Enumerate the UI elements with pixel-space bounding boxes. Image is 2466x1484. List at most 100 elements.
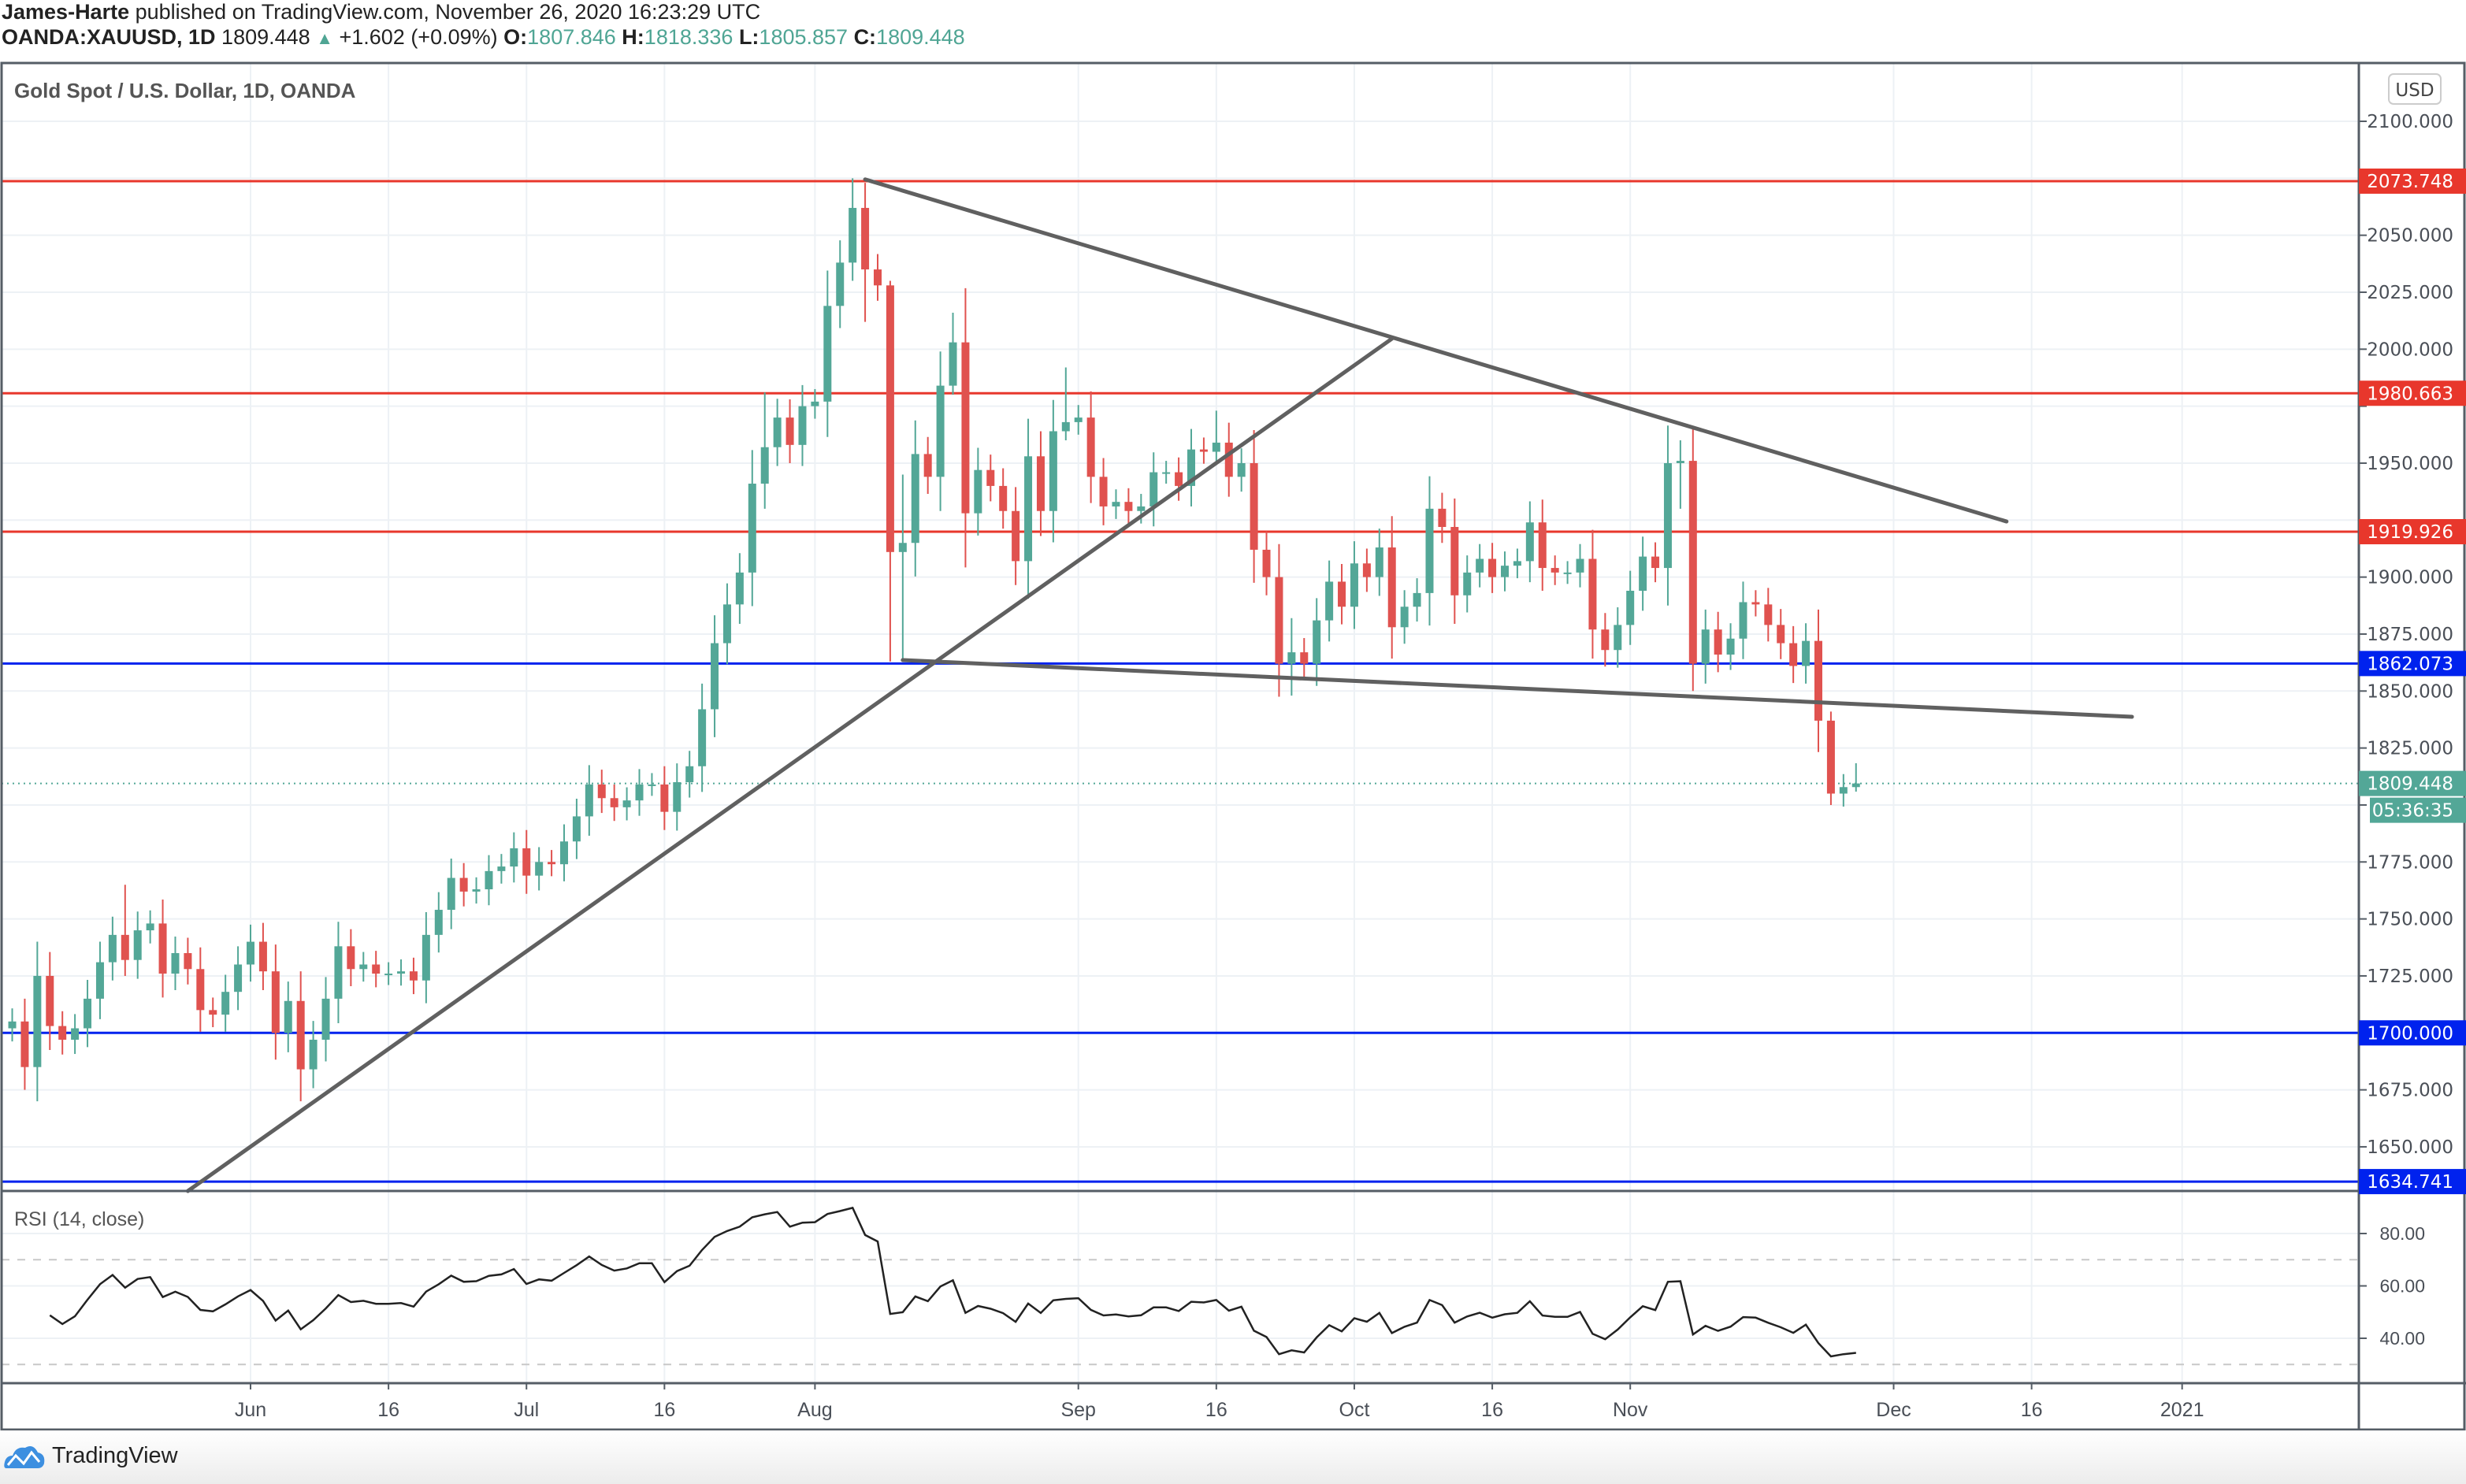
candle-up (836, 262, 845, 306)
candle-down (1012, 510, 1020, 562)
candle-down (1250, 462, 1258, 550)
candle-up (472, 889, 481, 892)
candle-up (1726, 638, 1735, 655)
candle-up (234, 964, 243, 992)
candle-up (936, 385, 945, 477)
candle-down (1438, 508, 1447, 527)
candle-down (58, 1026, 67, 1040)
trend-lines[interactable] (185, 177, 2134, 1193)
open-label: O: (503, 25, 528, 49)
price-tick-label: 2100.000 (2367, 112, 2453, 132)
time-tick-label: Nov (1613, 1399, 1648, 1421)
price-tick-label: 1825.000 (2367, 739, 2453, 759)
candle-up (33, 975, 42, 1067)
candle-down (1362, 563, 1371, 577)
candle-down (1450, 526, 1459, 595)
time-tick-label: 16 (1481, 1399, 1503, 1421)
candle-up (760, 447, 769, 484)
candle-down (923, 454, 932, 477)
tradingview-logo[interactable]: TradingView (3, 1441, 178, 1470)
candle-up (1162, 472, 1171, 474)
candle-down (1538, 522, 1547, 569)
candle-down (20, 1021, 29, 1067)
candle-up (1614, 625, 1622, 651)
time-tick-label: 16 (2021, 1399, 2043, 1421)
candle-up (434, 910, 443, 935)
candle-up (384, 974, 393, 976)
candle-down (1488, 558, 1497, 577)
candle-down (986, 469, 995, 486)
candle-up (95, 962, 104, 999)
candle-down (1099, 477, 1108, 506)
candle-down (1224, 442, 1233, 477)
candle-up (811, 401, 819, 406)
rsi-tick-label: 80.00 (2379, 1223, 2425, 1244)
rsi-tick-label: 40.00 (2379, 1328, 2425, 1349)
candle-up (1851, 783, 1860, 788)
candle-down (347, 946, 355, 970)
candle-up (1563, 572, 1572, 574)
price-chart[interactable]: 2100.000 2050.000 2025.000 2000.000 1950.000… (0, 0, 2466, 1430)
candle-up (221, 992, 230, 1015)
published-text: published on TradingView.com, November 2… (135, 0, 761, 24)
price-line-label-bg (2359, 168, 2466, 194)
candle-up (648, 784, 656, 786)
price-line-label: 1862.073 (2367, 654, 2453, 674)
time-tick-label: 2021 (2160, 1399, 2204, 1421)
candle-up (133, 930, 142, 960)
candle-up (1839, 787, 1848, 794)
candle-up (1525, 522, 1534, 562)
last-price: 1809.448 (221, 25, 310, 49)
candle-up (1287, 652, 1296, 664)
price-line-label: 1700.000 (2367, 1023, 2453, 1044)
candle-down (1175, 472, 1183, 486)
candle-up (510, 848, 518, 867)
price-change: +1.602 (+0.09%) (339, 25, 498, 49)
current-price-label-bg (2359, 770, 2466, 796)
candle-up (1149, 472, 1158, 506)
candle-down (196, 969, 205, 1011)
brand-name: TradingView (52, 1442, 178, 1468)
price-line-label-bg (2359, 1020, 2466, 1046)
candle-up (1400, 607, 1409, 628)
candle-up (1024, 456, 1033, 562)
candle-up (497, 866, 506, 871)
candle-up (1187, 449, 1195, 486)
price-tick-label: 1750.000 (2367, 910, 2453, 930)
candle-up (823, 306, 832, 402)
price-tick-label: 1950.000 (2367, 454, 2453, 474)
candle-down (1751, 602, 1760, 605)
candle-up (1350, 563, 1358, 607)
time-axis[interactable]: Jun 16 Jul 16 Aug Sep 16 Oct 16 Nov Dec 16 2021 (235, 1383, 2204, 1421)
candle-up (422, 934, 430, 981)
candle-down (1300, 652, 1309, 664)
price-tick-label: 1675.000 (2367, 1081, 2453, 1101)
trend-line (185, 336, 1395, 1193)
triangle-up-icon: ▲ (316, 28, 333, 48)
candle-up (71, 1028, 80, 1040)
candle-up (309, 1039, 318, 1070)
high-value: 1818.336 (644, 25, 733, 49)
symbol-name: OANDA:XAUUSD, 1D (2, 25, 216, 49)
candle-up (1325, 581, 1334, 621)
price-line-label: 1634.741 (2367, 1172, 2453, 1193)
author-name[interactable]: James-Harte (2, 0, 130, 24)
candle-down (1387, 547, 1396, 628)
price-axis[interactable]: 2100.000 2050.000 2025.000 2000.000 1950.000… (2359, 112, 2466, 1349)
currency-button[interactable]: USD (2388, 73, 2442, 105)
footer-bar: TradingView (0, 1430, 2466, 1484)
candle-up (949, 342, 957, 386)
price-line-label: 2073.748 (2367, 172, 2453, 192)
candle-up (1476, 558, 1484, 573)
candle-down (597, 784, 606, 799)
candle-up (171, 953, 180, 974)
rsi-tick-label: 60.00 (2379, 1276, 2425, 1297)
price-line-label-bg (2359, 518, 2466, 544)
close-value: 1809.448 (876, 25, 965, 49)
candle-down (1714, 629, 1722, 655)
candle-up (898, 543, 907, 552)
open-value: 1807.846 (527, 25, 616, 49)
candle-down (961, 342, 970, 514)
price-tick-label: 1725.000 (2367, 966, 2453, 987)
candle-down (258, 941, 267, 972)
